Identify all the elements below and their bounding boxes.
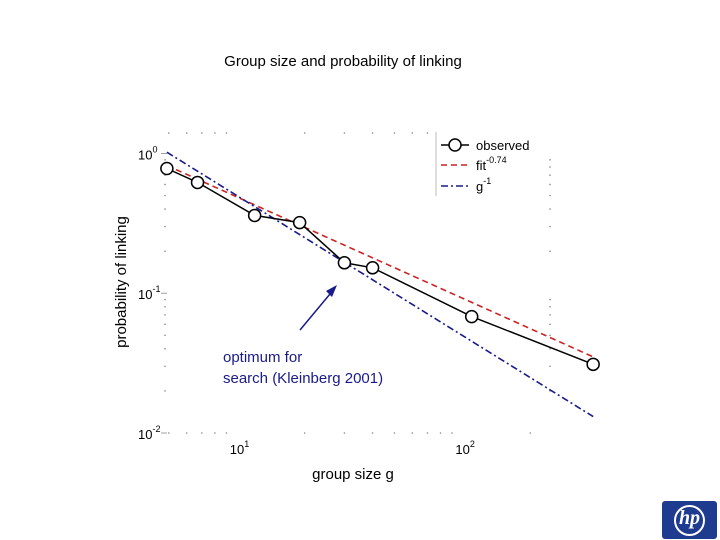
- grid-dot: [549, 250, 551, 252]
- grid-dot: [164, 314, 166, 316]
- tick-labels: 100 10-1 10-2 101 102: [138, 144, 475, 457]
- grid-dot: [549, 334, 551, 337]
- series-line-observed: [166, 167, 594, 365]
- grid-dot: [371, 132, 374, 134]
- grid-dot: [371, 432, 374, 434]
- annotation-line-1: optimum for: [223, 349, 303, 366]
- grid-dot: [225, 432, 228, 434]
- legend-label: observed: [476, 138, 529, 153]
- grid-dot: [185, 132, 188, 134]
- y-tick-label: 100: [138, 144, 157, 162]
- legend: observed fit-0.74 g-1: [435, 132, 548, 196]
- x-axis-label: group size g: [312, 466, 394, 483]
- grid-dot: [164, 348, 166, 350]
- annotation-arrow-head: [326, 285, 337, 297]
- annotation-text: optimum for search (Kleinberg 2001): [223, 347, 383, 389]
- grid-dot: [426, 132, 429, 134]
- y-axis-label: probability of linking: [113, 216, 130, 348]
- grid-dot: [201, 432, 203, 434]
- grid-dot: [343, 432, 346, 434]
- grid-dot: [303, 432, 306, 434]
- grid-dot: [549, 208, 551, 210]
- grid-dot: [164, 298, 166, 301]
- grid-dot: [439, 432, 442, 434]
- data-point: [190, 175, 205, 190]
- grid-dot: [411, 132, 414, 134]
- data-point: [247, 208, 262, 223]
- data-point: [365, 261, 380, 275]
- legend-marker: [448, 138, 462, 152]
- grid-dot: [168, 432, 170, 434]
- grid-dot: [549, 183, 551, 186]
- series-line-g: [166, 151, 594, 418]
- grid-dot: [549, 305, 551, 308]
- grid-dot: [451, 432, 453, 434]
- grid-dot: [164, 183, 166, 186]
- hp-logo: hp: [662, 501, 717, 539]
- grid-dot: [549, 348, 551, 350]
- grid-dot: [303, 132, 306, 134]
- grid-dot: [164, 323, 166, 326]
- grid-dot: [164, 194, 166, 197]
- grid-dot: [201, 132, 203, 134]
- legend-label: g-1: [476, 176, 491, 194]
- grid-dot: [549, 365, 551, 368]
- grid-dot: [411, 432, 414, 434]
- x-tick-label: 101: [230, 439, 249, 457]
- grid-dot: [164, 250, 166, 252]
- grid-dot: [343, 132, 346, 134]
- grid-dot: [164, 305, 166, 308]
- grid-dot: [185, 432, 188, 434]
- y-tick-label: 10-1: [138, 284, 160, 302]
- grid-dot: [549, 298, 551, 301]
- legend-label: fit-0.74: [476, 155, 507, 173]
- grid-dot: [549, 314, 551, 316]
- grid-dot: [214, 432, 216, 434]
- y-tick-label: 10-2: [138, 424, 160, 442]
- grid-dot: [225, 132, 228, 134]
- data-point: [337, 256, 352, 270]
- series-line-fit: [166, 164, 594, 358]
- grid-dot: [549, 323, 551, 326]
- data-point: [586, 357, 600, 372]
- grid-dot: [529, 432, 532, 434]
- grid-dot: [426, 432, 429, 434]
- grid-dot: [164, 225, 166, 228]
- grid-dot: [549, 174, 551, 176]
- grid-dot: [393, 432, 396, 434]
- data-point: [160, 161, 174, 176]
- grid-dot: [164, 390, 166, 392]
- grid-dot: [164, 365, 166, 368]
- slide-title: Group size and probability of linking: [224, 53, 462, 70]
- grid-dot: [164, 334, 166, 337]
- grid-dot: [214, 132, 216, 134]
- grid-dot: [549, 194, 551, 197]
- grid-dot: [549, 166, 551, 168]
- data-point: [464, 309, 479, 324]
- annotation-line-2: search (Kleinberg 2001): [223, 370, 384, 387]
- annotation-arrow-shaft: [299, 287, 336, 331]
- series-layer: [160, 151, 600, 418]
- grid-dot: [393, 132, 396, 134]
- grid-dot: [164, 208, 166, 210]
- grid-dot: [164, 159, 166, 161]
- data-point: [292, 215, 307, 230]
- grid-dot: [549, 225, 551, 228]
- x-tick-label: 102: [455, 439, 474, 457]
- grid-dot: [168, 132, 170, 134]
- grid-dot: [549, 159, 551, 161]
